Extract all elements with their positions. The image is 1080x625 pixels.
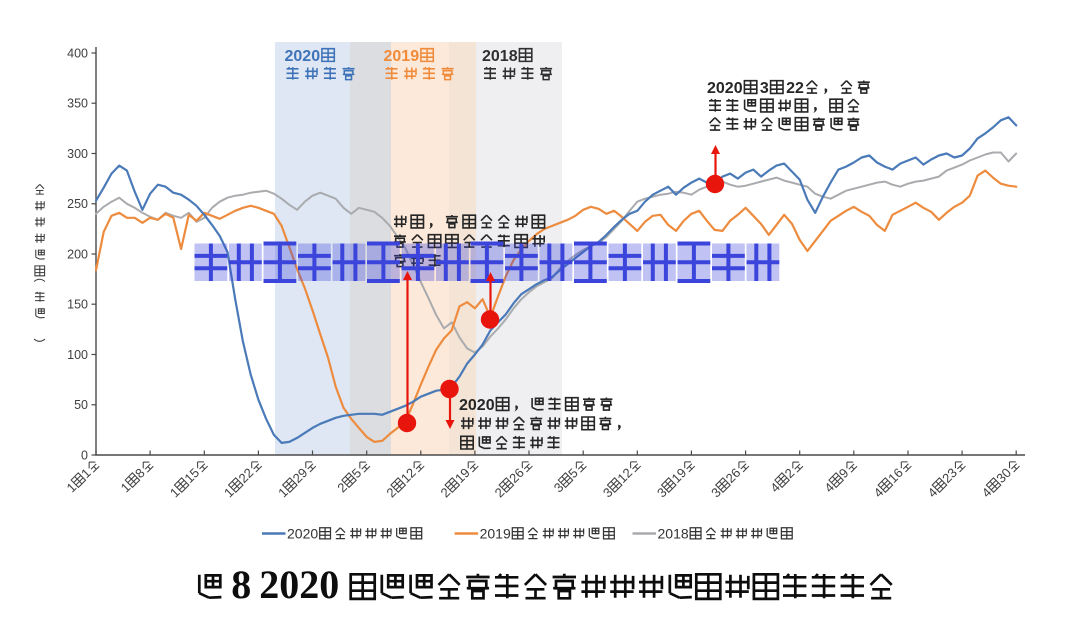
svg-text:150: 150 <box>67 298 88 312</box>
svg-text:22: 22 <box>786 80 804 97</box>
svg-text:250: 250 <box>67 197 88 211</box>
svg-text:50: 50 <box>74 398 88 412</box>
svg-text:200: 200 <box>67 247 88 261</box>
svg-text:400: 400 <box>67 46 88 60</box>
svg-text:2018: 2018 <box>482 48 518 65</box>
svg-text:2018: 2018 <box>658 526 689 542</box>
svg-text:100: 100 <box>67 348 88 362</box>
svg-text:2020: 2020 <box>287 526 318 542</box>
svg-text:3: 3 <box>760 80 769 97</box>
svg-text:2019: 2019 <box>480 526 511 542</box>
svg-text:2020: 2020 <box>707 80 743 97</box>
svg-text:8: 8 <box>231 562 251 607</box>
svg-text:350: 350 <box>67 97 88 111</box>
svg-text:0: 0 <box>81 448 88 462</box>
svg-text:2020: 2020 <box>285 48 321 65</box>
svg-text:2019: 2019 <box>384 48 420 65</box>
svg-text:300: 300 <box>67 147 88 161</box>
svg-text:2020: 2020 <box>459 397 495 414</box>
svg-text:2020: 2020 <box>259 562 339 607</box>
